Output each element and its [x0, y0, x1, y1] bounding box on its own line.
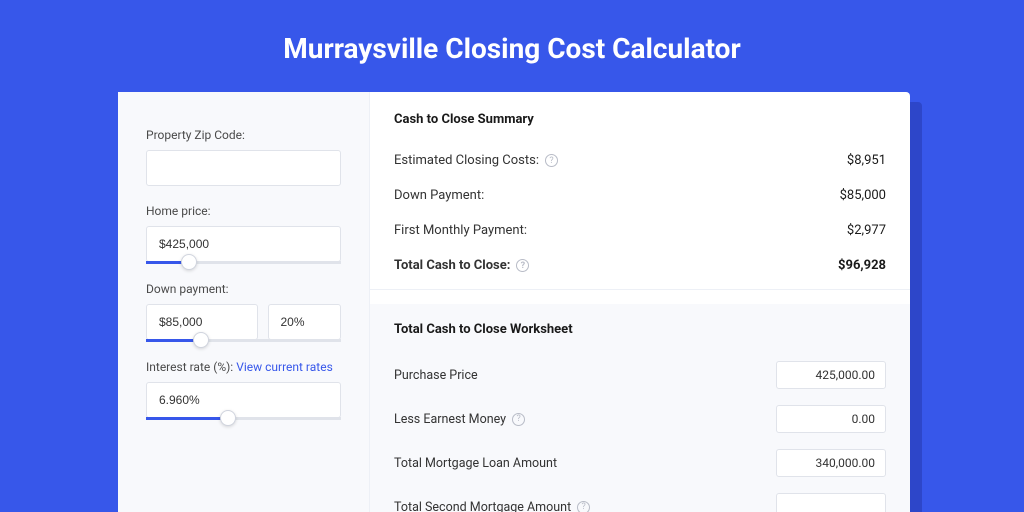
zip-input[interactable] — [146, 150, 341, 186]
worksheet-value-box[interactable]: 340,000.00 — [776, 449, 886, 477]
down-payment-slider[interactable] — [146, 339, 341, 342]
worksheet-row: Total Mortgage Loan Amount 340,000.00 — [394, 441, 886, 485]
page-title: Murraysville Closing Cost Calculator — [0, 0, 1024, 93]
summary-row: Estimated Closing Costs:? $8,951 — [394, 143, 886, 178]
summary-rows: Estimated Closing Costs:? $8,951 Down Paym… — [394, 143, 886, 283]
down-payment-slider-thumb[interactable] — [193, 332, 209, 348]
interest-rate-field-group: Interest rate (%): View current rates — [146, 360, 341, 420]
worksheet-row: Purchase Price 425,000.00 — [394, 353, 886, 397]
summary-row-label: First Monthly Payment: — [394, 223, 527, 238]
interest-rate-slider-thumb[interactable] — [220, 410, 236, 426]
summary-row-value: $85,000 — [840, 188, 886, 203]
summary-row: Down Payment: $85,000 — [394, 178, 886, 213]
inputs-panel: Property Zip Code: Home price: Down paym… — [118, 92, 370, 512]
worksheet-rows: Purchase Price 425,000.00 Less Earnest Mon… — [394, 353, 886, 512]
summary-row-label: Estimated Closing Costs:? — [394, 153, 558, 168]
worksheet-row: Less Earnest Money? 0.00 — [394, 397, 886, 441]
interest-rate-label-text: Interest rate (%): — [146, 360, 233, 374]
section-divider — [370, 289, 910, 290]
worksheet-row-label: Purchase Price — [394, 368, 478, 383]
summary-row-value: $8,951 — [847, 153, 886, 168]
down-payment-field-group: Down payment: — [146, 282, 341, 342]
home-price-input[interactable] — [146, 226, 341, 262]
zip-field-group: Property Zip Code: — [146, 128, 341, 186]
results-panel: Cash to Close Summary Estimated Closing … — [370, 92, 910, 512]
summary-row-value: $96,928 — [838, 258, 886, 273]
help-icon[interactable]: ? — [545, 154, 558, 167]
worksheet-value-box[interactable]: 425,000.00 — [776, 361, 886, 389]
calculator-card: Property Zip Code: Home price: Down paym… — [118, 92, 910, 512]
worksheet-title: Total Cash to Close Worksheet — [394, 322, 886, 337]
interest-rate-label: Interest rate (%): View current rates — [146, 360, 341, 374]
home-price-slider-thumb[interactable] — [181, 254, 197, 270]
interest-rate-slider[interactable] — [146, 417, 341, 420]
summary-row-label: Down Payment: — [394, 188, 484, 203]
down-payment-pct-input[interactable] — [268, 304, 342, 340]
summary-row-value: $2,977 — [847, 223, 886, 238]
worksheet-row-label: Total Second Mortgage Amount? — [394, 500, 590, 512]
worksheet-value-box[interactable]: 0.00 — [776, 405, 886, 433]
worksheet-section: Total Cash to Close Worksheet Purchase P… — [370, 304, 910, 512]
worksheet-value-box[interactable] — [776, 493, 886, 512]
summary-row: Total Cash to Close:? $96,928 — [394, 248, 886, 283]
home-price-field-group: Home price: — [146, 204, 341, 264]
help-icon[interactable]: ? — [512, 413, 525, 426]
worksheet-row-label: Less Earnest Money? — [394, 412, 525, 427]
help-icon[interactable]: ? — [516, 259, 529, 272]
worksheet-row: Total Second Mortgage Amount? — [394, 485, 886, 512]
summary-title: Cash to Close Summary — [394, 112, 886, 127]
view-rates-link[interactable]: View current rates — [236, 360, 333, 374]
interest-rate-input[interactable] — [146, 382, 341, 418]
summary-row: First Monthly Payment: $2,977 — [394, 213, 886, 248]
worksheet-row-label: Total Mortgage Loan Amount — [394, 456, 557, 471]
summary-row-label: Total Cash to Close:? — [394, 258, 529, 273]
home-price-label: Home price: — [146, 204, 341, 218]
down-payment-label: Down payment: — [146, 282, 341, 296]
help-icon[interactable]: ? — [577, 501, 590, 512]
zip-label: Property Zip Code: — [146, 128, 341, 142]
home-price-slider[interactable] — [146, 261, 341, 264]
interest-rate-slider-fill — [146, 417, 228, 420]
